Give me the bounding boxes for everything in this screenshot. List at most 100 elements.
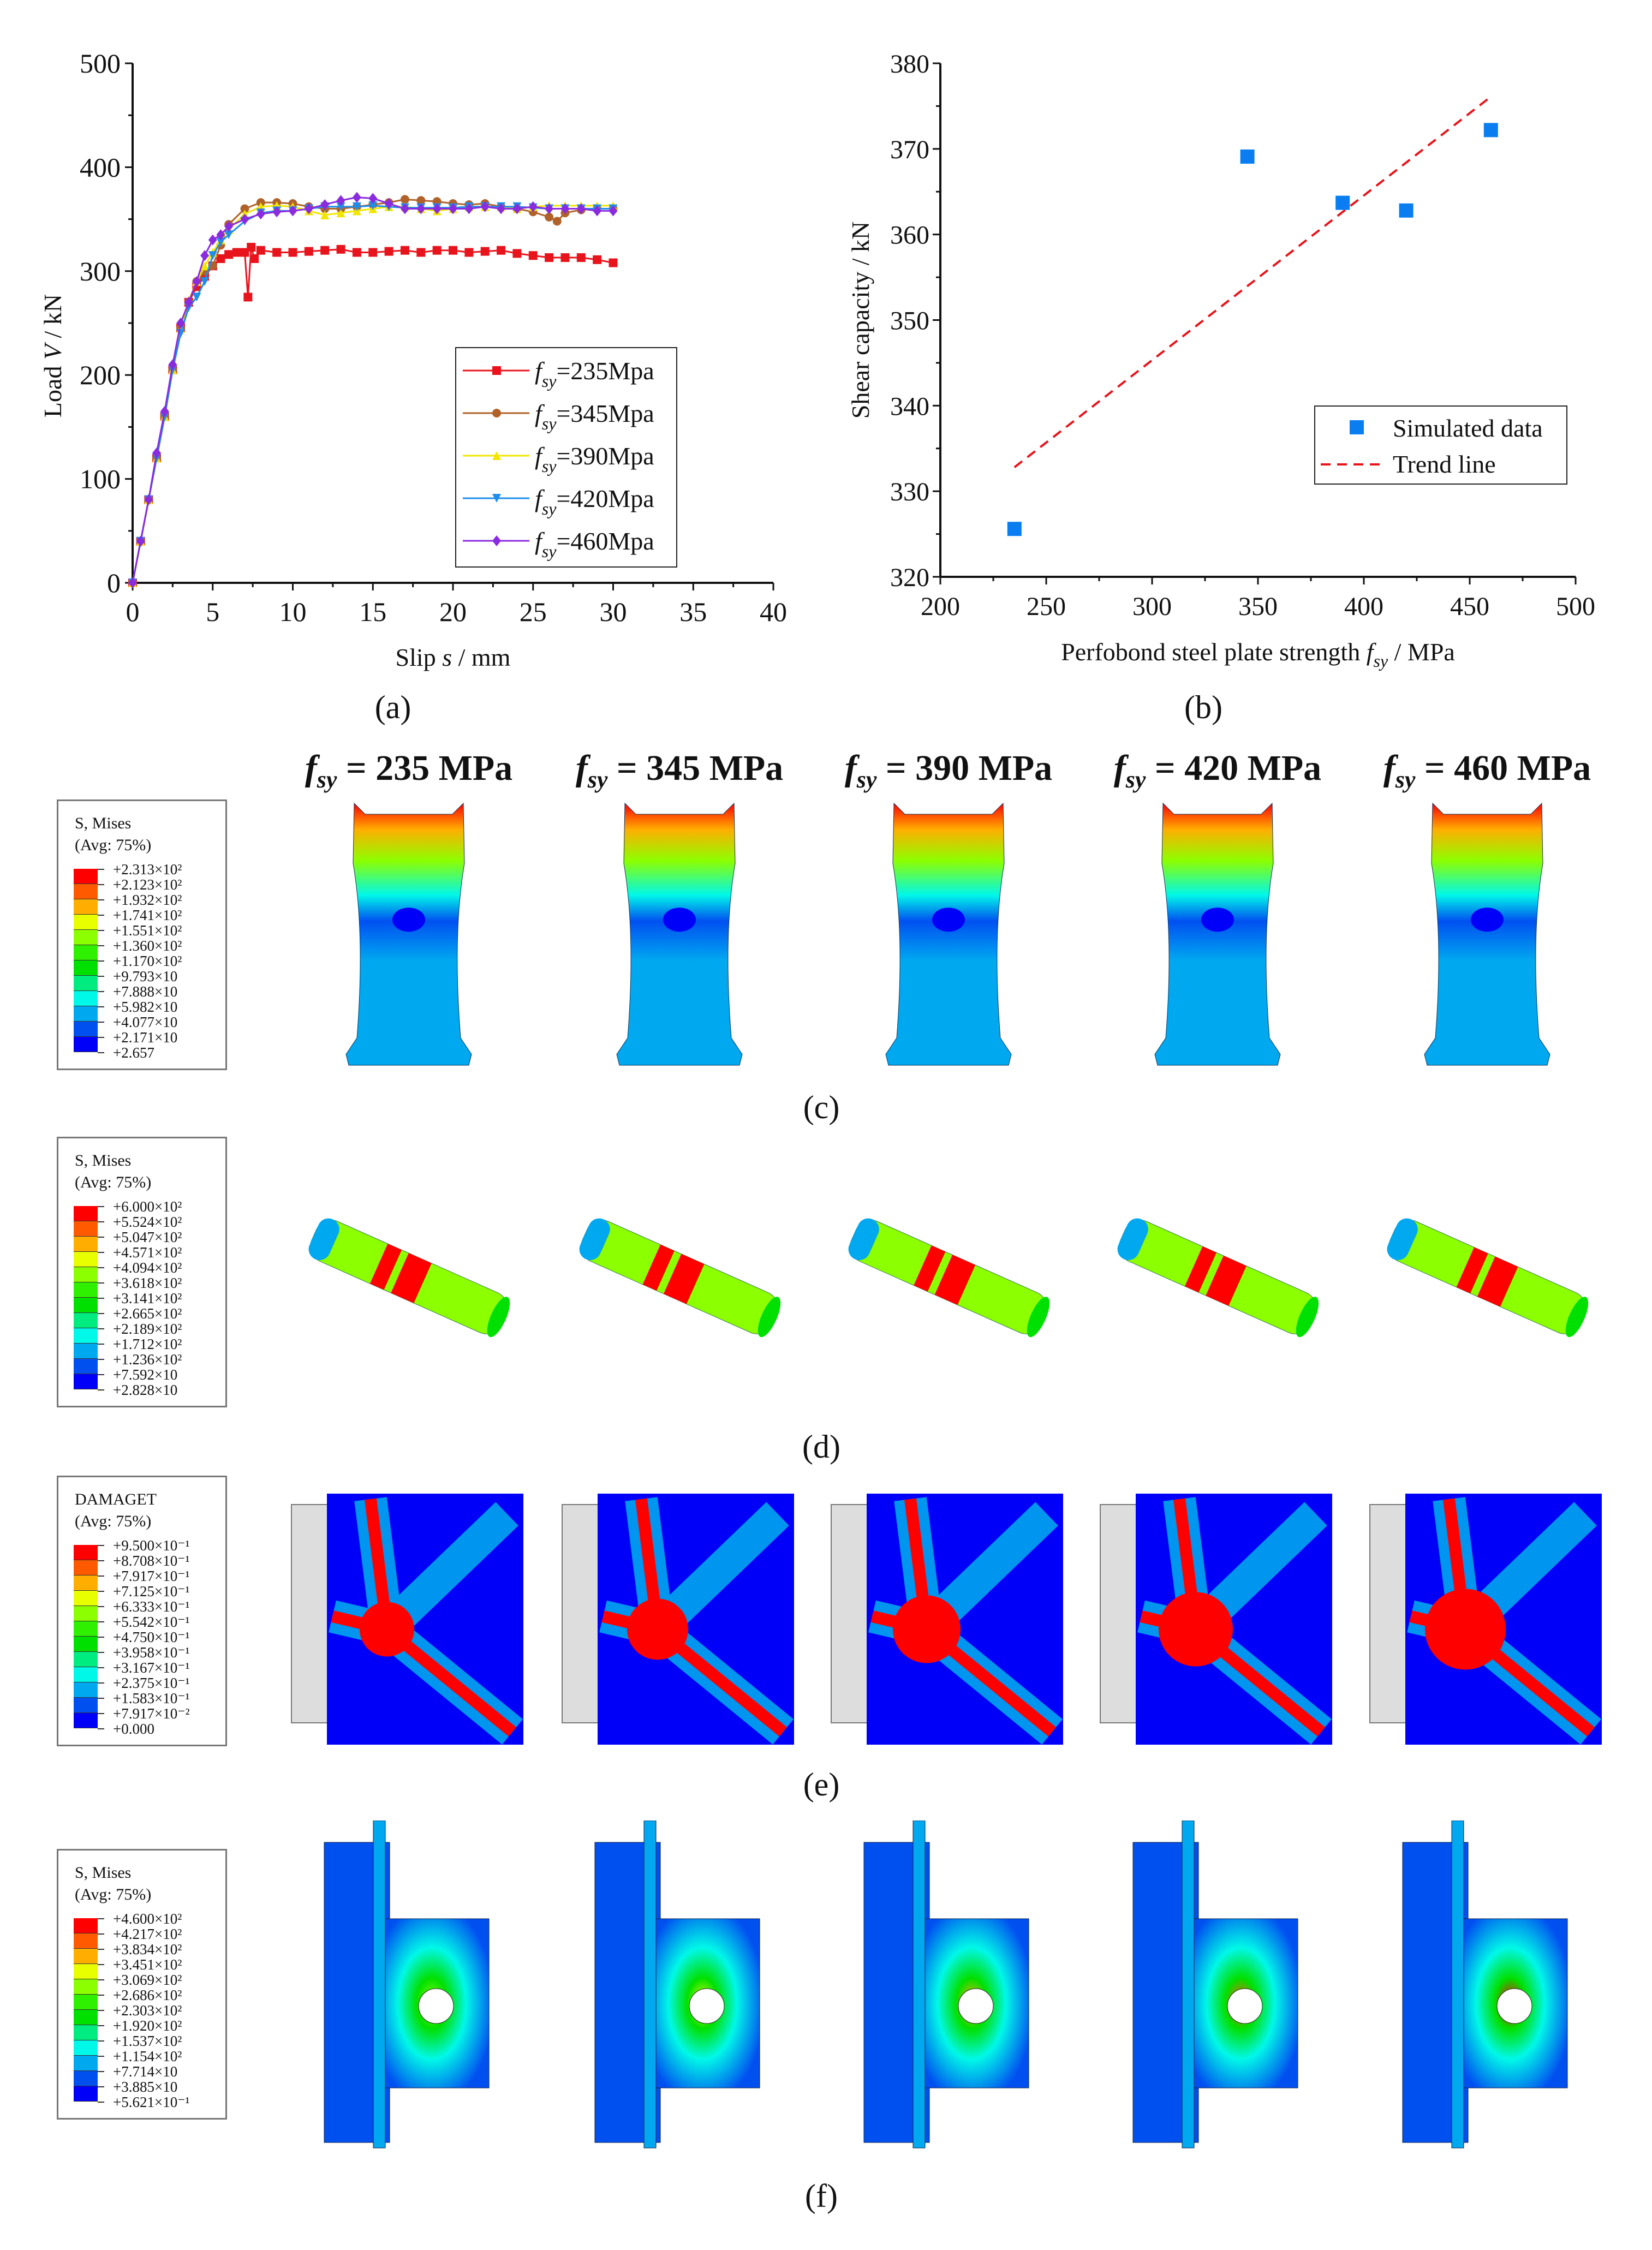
legend-avg: (Avg: 75%) [75,1512,152,1530]
color-bin [74,899,98,915]
legend-tick [98,1252,104,1253]
color-bin [74,1221,98,1237]
y-tick-label: 0 [107,568,121,598]
data-point [449,203,457,214]
legend-value: +3.958×10⁻¹ [113,1644,190,1661]
color-bin [74,2086,98,2102]
data-point [200,261,210,271]
legend-tick [98,1728,104,1729]
rebar-model [1387,1218,1589,1338]
x-tick-label: 350 [1238,592,1278,621]
column-title-5: fsy = 460 MPa [1383,748,1591,793]
contour-legend-e: DAMAGET (Avg: 75%) +9.500×10⁻¹ +8.708×10⁻¹ +… [57,1476,227,1746]
panel-label-e: (e) [803,1766,840,1803]
crushing-zone [1159,1592,1233,1667]
data-point [256,208,265,220]
color-bin [74,1979,98,1995]
data-point [128,577,137,588]
data-point [272,206,282,218]
color-bin [74,869,98,884]
data-point [545,253,554,262]
hole-region [392,908,425,932]
data-point [368,201,378,210]
data-point [136,535,145,547]
color-bin [74,2040,98,2056]
y-tick-label: 400 [80,152,121,182]
color-bin [74,1006,98,1022]
stress-band [1477,1256,1518,1307]
legend-title: S, Mises [75,1151,132,1169]
legend-rest: =390Mpa [556,442,654,470]
legend-value: +4.217×10² [113,1926,182,1942]
chart-shear-capacity: 200 250 300 350 400 450 500 320 330 340 350 360 370 3… [846,50,1595,671]
legend-marker [492,535,501,546]
title-sub: sy [317,766,337,793]
legend-value: +7.714×10 [113,2063,178,2080]
legend-tick [98,2025,104,2026]
x-tick-label: 5 [206,596,219,627]
legend-title: S, Mises [75,814,132,832]
legend-tick [98,899,104,900]
column-title-3: fsy = 390 MPa [845,748,1052,793]
data-point [272,248,282,257]
legend-tick [98,1933,104,1935]
legend-marker [492,366,501,375]
color-bar [74,1206,98,1389]
y-tick-label: 370 [890,135,929,164]
contour-legend-d: S, Mises (Avg: 75%) +6.000×10² +5.524×10² +5… [57,1137,227,1407]
legend-marker [492,409,501,417]
data-point [545,203,554,214]
data-point [216,254,225,263]
legend-value: +7.125×10⁻¹ [113,1583,190,1600]
legend-rest: =235Mpa [556,357,654,385]
steel-mesh [1369,1504,1409,1723]
rebar-end-face [1296,1297,1319,1338]
legend-tick [98,2102,104,2103]
rebar-end [308,1218,339,1261]
color-bin [74,1374,98,1389]
y-axis-title-part: / kN [39,294,67,344]
steel-flange [643,1821,657,2148]
data-point [545,212,554,222]
crushing-zone [627,1598,688,1660]
color-bin [74,1359,98,1374]
x-axis-title-part: / MPa [1388,638,1455,666]
legend-value: +9.500×10⁻¹ [113,1537,190,1554]
fe-image-c-2 [616,802,743,1066]
data-point [416,203,426,214]
legend-tick [98,960,104,962]
y-tick-label: 300 [80,256,121,287]
legend-tick [98,1374,104,1375]
legend-tick [98,1267,104,1268]
data-point [480,247,490,256]
data-point [560,253,570,262]
legend-tick [98,1052,104,1053]
fe-image-c-3 [885,802,1012,1066]
column-title-4: fsy = 420 MPa [1114,748,1321,793]
plate-model [616,802,743,1066]
data-point [400,195,409,204]
legend-value: +5.621×10⁻¹ [113,2094,190,2110]
data-point [593,205,602,217]
data-point [368,193,378,204]
data-point [1483,123,1498,138]
data-point [224,250,234,259]
color-bin [74,1298,98,1313]
fe-image-d-4 [1117,1218,1319,1338]
legend-value: +1.360×10² [113,938,182,954]
data-point [304,203,313,214]
legend-tick [98,1037,104,1038]
color-bin [74,1313,98,1328]
legend-value: +1.154×10² [113,2048,182,2064]
rebar-end [1387,1218,1418,1261]
legend-value: +2.303×10² [113,2002,182,2019]
perfobond-hole [1227,1988,1263,2024]
steel-flange [1451,1821,1464,2148]
data-point [1240,149,1255,164]
color-bin [74,2010,98,2025]
legend-value: +3.141×10² [113,1290,182,1306]
x-tick-label: 30 [600,596,627,627]
y-tick-label: 350 [890,307,929,336]
y-tick-label: 330 [890,478,929,506]
